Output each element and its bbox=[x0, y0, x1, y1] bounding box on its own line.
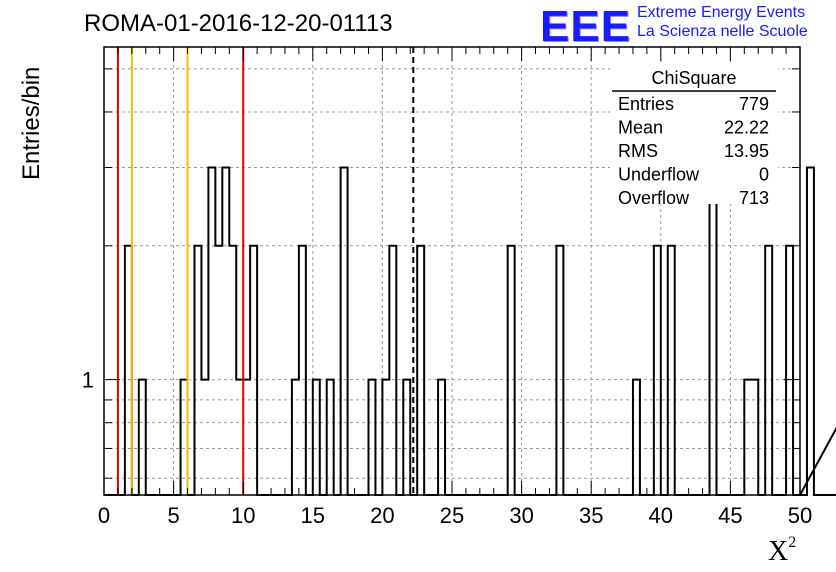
x-tick-label: 5 bbox=[167, 503, 179, 528]
stats-label: Mean bbox=[618, 118, 663, 138]
x-axis-label-exponent: 2 bbox=[788, 534, 797, 551]
logo-subtitle-1: Extreme Energy Events bbox=[637, 4, 806, 21]
stats-value: 13.95 bbox=[724, 141, 769, 161]
stats-value: 22.22 bbox=[724, 118, 769, 138]
x-tick-label: 35 bbox=[579, 503, 603, 528]
x-tick-label: 25 bbox=[440, 503, 464, 528]
y-axis-label: Entries/bin bbox=[18, 66, 45, 180]
chart-title: ROMA-01-2016-12-20-01113 bbox=[84, 10, 393, 37]
x-tick-label: 50 bbox=[788, 503, 812, 528]
stats-label: Underflow bbox=[618, 165, 700, 185]
marker-lines bbox=[116, 47, 415, 495]
x-tick-label: 15 bbox=[301, 503, 325, 528]
stats-label: RMS bbox=[618, 141, 658, 161]
stats-box: ChiSquare Entries 779 Mean 22.22 RMS 13.95 Unde… bbox=[610, 64, 778, 208]
x-tick-label: 20 bbox=[370, 503, 394, 528]
x-tick-label: 40 bbox=[649, 503, 673, 528]
x-axis-label: X2 bbox=[768, 534, 797, 568]
eee-logo: EEE bbox=[540, 2, 632, 51]
stats-label: Overflow bbox=[618, 188, 690, 208]
x-tick-label: 45 bbox=[718, 503, 742, 528]
x-tick-label: 30 bbox=[509, 503, 533, 528]
x-axis-label-base: X bbox=[768, 536, 789, 567]
stats-box-bg bbox=[610, 64, 778, 204]
y-tick-label: 1 bbox=[82, 368, 94, 393]
x-tick-label: 0 bbox=[98, 503, 110, 528]
axes: 0 5 10 15 20 25 30 35 40 45 50 1 bbox=[82, 46, 812, 528]
stats-label: Entries bbox=[618, 94, 674, 114]
x-tick-label: 10 bbox=[231, 503, 255, 528]
logo-subtitle-2: La Scienza nelle Scuole bbox=[637, 23, 808, 40]
stats-value: 0 bbox=[759, 165, 769, 185]
stats-name: ChiSquare bbox=[651, 68, 736, 88]
stats-value: 779 bbox=[739, 94, 769, 114]
stats-value: 713 bbox=[739, 188, 769, 208]
